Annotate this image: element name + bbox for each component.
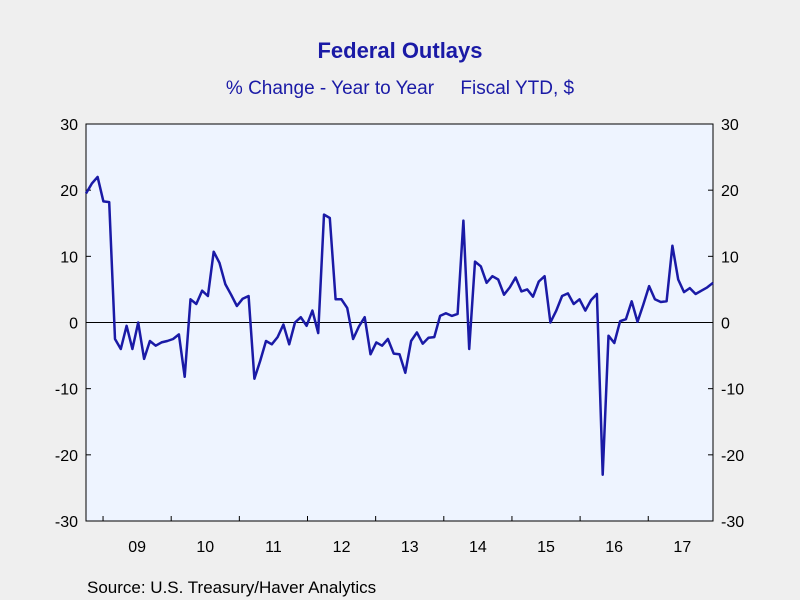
y-tick-label-right-0: -30 bbox=[721, 514, 744, 531]
y-tick-label-right-2: -10 bbox=[721, 382, 744, 399]
x-tick-label-15: 15 bbox=[537, 539, 555, 556]
x-tick-label-17: 17 bbox=[673, 539, 691, 556]
y-tick-label-left-4: 10 bbox=[60, 249, 78, 266]
y-tick-label-left-6: 30 bbox=[60, 117, 78, 134]
x-tick-label-12: 12 bbox=[333, 539, 351, 556]
x-axis: 09 10 11 12 13 14 15 16 17 bbox=[102, 516, 691, 556]
y-axis-left: -30 -20 -10 0 10 20 30 bbox=[55, 117, 91, 531]
y-tick-label-left-0: -30 bbox=[55, 514, 78, 531]
y-axis-right: -30 -20 -10 0 10 20 30 bbox=[708, 117, 744, 531]
y-tick-label-right-5: 20 bbox=[721, 183, 739, 200]
chart-subtitle: % Change - Year to Year Fiscal YTD, $ bbox=[225, 78, 575, 99]
x-tick-label-11: 11 bbox=[265, 539, 282, 556]
x-tick-label-09: 09 bbox=[128, 539, 146, 556]
y-tick-label-left-3: 0 bbox=[69, 316, 78, 333]
y-tick-label-left-2: -10 bbox=[55, 382, 78, 399]
y-tick-label-left-5: 20 bbox=[60, 183, 78, 200]
y-tick-label-right-1: -20 bbox=[721, 448, 744, 465]
source-note: Source: U.S. Treasury/Haver Analytics bbox=[87, 578, 377, 597]
x-tick-label-14: 14 bbox=[469, 539, 487, 556]
y-tick-label-right-4: 10 bbox=[721, 249, 739, 266]
x-tick-label-16: 16 bbox=[605, 539, 623, 556]
series-line-federal-outlays bbox=[84, 175, 714, 476]
y-tick-label-right-6: 30 bbox=[721, 117, 739, 134]
chart-title: Federal Outlays bbox=[317, 38, 483, 63]
y-tick-label-right-3: 0 bbox=[721, 316, 730, 333]
x-tick-label-13: 13 bbox=[401, 539, 419, 556]
y-tick-label-left-1: -20 bbox=[55, 448, 78, 465]
x-tick-label-10: 10 bbox=[196, 539, 214, 556]
